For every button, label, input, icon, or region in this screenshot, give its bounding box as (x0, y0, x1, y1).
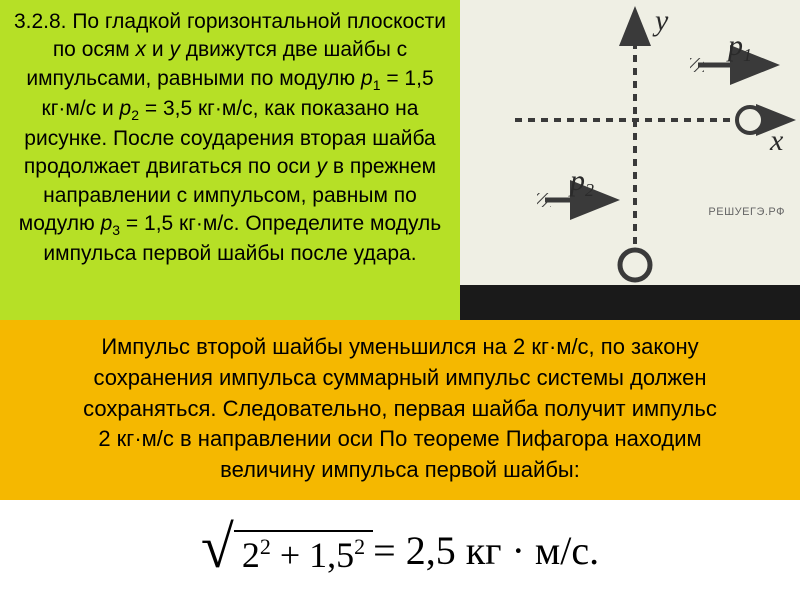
y-axis-label: y (652, 4, 669, 37)
problem-line: рисунке. После соударения вторая шайба (24, 127, 435, 150)
diagram-svg: y x p1 p2 (460, 0, 800, 285)
problem-statement: 3.2.8. По гладкой горизонтальной плоскос… (0, 0, 460, 320)
formula-result: = 2,5 кг · м/с. (373, 527, 599, 574)
problem-line: кг·м/с и p2 = 3,5 кг·м/с, как показано н… (42, 97, 419, 120)
puck-2 (620, 250, 650, 280)
radical-symbol: √ (201, 523, 234, 571)
x-axis-label: x (769, 124, 784, 157)
problem-line: 3.2.8. По гладкой горизонтальной плоскос… (14, 10, 446, 33)
problem-line: по осям x и y движутся две шайбы с (53, 38, 407, 61)
answer-explanation: Импульс второй шайбы уменьшился на 2 кг·… (0, 320, 800, 500)
answer-line: 2 кг·м/с в направлении оси По теореме Пи… (98, 426, 701, 451)
problem-line: импульса первой шайбы после удара. (43, 242, 416, 265)
term-a-exp: 2 (260, 534, 271, 559)
problem-line: импульсами, равными по модулю p1 = 1,5 (26, 67, 433, 90)
problem-line: модулю p3 = 1,5 кг·м/с. Определите модул… (19, 212, 441, 235)
p2-base (537, 193, 551, 207)
answer-line: Импульс второй шайбы уменьшился на 2 кг·… (101, 334, 698, 359)
physics-diagram: y x p1 p2 РЕШУЕГЭ.РФ (460, 0, 800, 285)
answer-line: величину импульса первой шайбы: (220, 457, 580, 482)
puck-1 (737, 107, 763, 133)
formula: √ 22 + 1,52 = 2,5 кг · м/с. (0, 500, 800, 600)
radicand: 22 + 1,52 (234, 530, 373, 578)
term-a: 2 (242, 535, 260, 575)
answer-line: сохраняться. Следовательно, первая шайба… (83, 396, 717, 421)
p2-label: p2 (568, 164, 594, 200)
term-b: 1,5 (309, 535, 354, 575)
p1-base (690, 58, 704, 72)
watermark: РЕШУЕГЭ.РФ (708, 206, 785, 218)
problem-line: направлении с импульсом, равным по (43, 184, 417, 207)
square-root: √ 22 + 1,52 (201, 523, 373, 578)
answer-line: сохранения импульса суммарный импульс си… (93, 365, 706, 390)
term-b-exp: 2 (354, 534, 365, 559)
problem-line: продолжает двигаться по оси y в прежнем (24, 155, 436, 178)
p1-label: p1 (726, 29, 752, 65)
plus: + (271, 535, 309, 575)
